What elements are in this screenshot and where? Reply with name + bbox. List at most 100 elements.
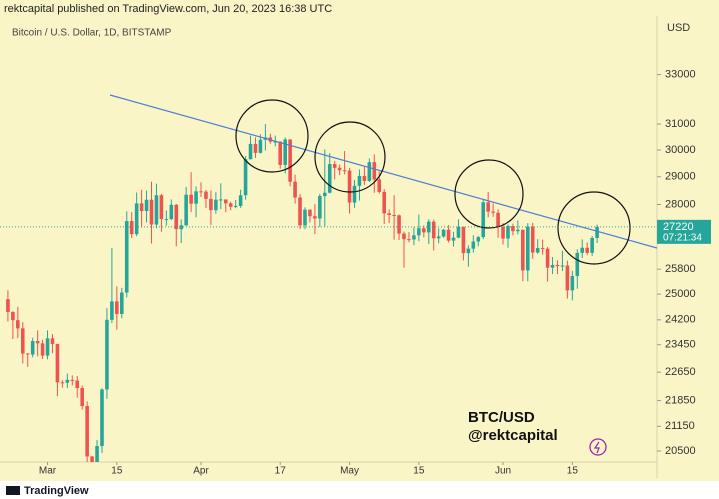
candle-body [313, 216, 317, 219]
candle-body [501, 226, 505, 239]
candle-body [50, 338, 55, 345]
candle-body [40, 343, 45, 356]
candle-body [223, 199, 228, 204]
chart-title: Bitcoin / U.S. Dollar, 1D, BITSTAMP [12, 28, 172, 39]
candle-body [30, 341, 35, 355]
candle-body [570, 275, 575, 291]
candle-body [476, 237, 481, 242]
candle-body [397, 215, 401, 234]
candle-body [451, 237, 456, 241]
candle-body [159, 195, 164, 220]
candle-body [357, 175, 362, 186]
candle-body [491, 211, 495, 213]
candle-body [75, 380, 80, 389]
candle-body [407, 239, 411, 241]
candle-body [412, 235, 416, 240]
candle-body [347, 170, 352, 203]
x-tick-label: 15 [111, 466, 123, 477]
candle-body [565, 265, 570, 291]
candle-body [174, 204, 179, 230]
candle-body [298, 197, 302, 226]
candle-body [154, 195, 159, 225]
annotations [109, 94, 657, 456]
candle-body [580, 247, 585, 253]
candle-body [303, 209, 307, 226]
candle-body [204, 191, 208, 199]
candle-body [436, 236, 441, 239]
background [0, 0, 719, 481]
trendline [109, 94, 657, 249]
candle-body [110, 301, 114, 320]
x-tick-label: May [340, 466, 359, 477]
candle-body [184, 194, 188, 226]
logo [6, 486, 20, 495]
candle-body [545, 248, 550, 268]
candle-body [506, 225, 510, 239]
candle-body [164, 219, 169, 221]
candle-body [149, 199, 154, 225]
y-tick-label: 28000 [665, 198, 696, 210]
candle-body [426, 221, 431, 233]
countdown: 07:21:34 [663, 232, 702, 243]
candle-body [496, 212, 500, 227]
candle-body [422, 228, 426, 233]
header: rektcapital published on TradingView.com… [4, 3, 332, 15]
candle-body [35, 341, 40, 344]
y-tick-label: 30000 [665, 144, 696, 156]
candle-body [446, 229, 451, 241]
candle-body [238, 195, 243, 206]
candle-body [372, 162, 377, 180]
event-icon [593, 441, 600, 454]
candle-body [461, 226, 466, 254]
candle-body [431, 221, 436, 239]
candle-body [481, 202, 486, 238]
candle-body [124, 221, 129, 293]
candle-body [95, 446, 99, 462]
candle-body [105, 319, 109, 390]
candle-body [243, 159, 248, 196]
y-tick-label: 31000 [665, 118, 696, 130]
footer: TradingView [24, 485, 89, 497]
candle-body [134, 203, 139, 235]
candle-body [90, 456, 94, 462]
x-tick-label: Jun [495, 466, 511, 477]
last-price-label: 27220 [663, 221, 694, 233]
x-tick-label: 15 [413, 466, 425, 477]
candle-body [228, 203, 233, 207]
y-tick-label: 24200 [665, 314, 696, 326]
candle-body [362, 175, 367, 181]
candle-body [486, 202, 490, 212]
candle-body [129, 221, 134, 235]
candle-body [273, 141, 278, 143]
watermark: @rektcapital [468, 427, 558, 444]
x-tick-label: Mar [39, 466, 57, 477]
candle-body [119, 292, 124, 314]
candle-body [337, 167, 342, 171]
candle-body [521, 229, 525, 271]
candle-body [248, 143, 253, 160]
candle-body [199, 191, 203, 193]
highlight-circle [314, 121, 386, 193]
x-tick-label: 15 [567, 466, 579, 477]
candle-body [194, 191, 198, 204]
candle-body [253, 143, 258, 153]
candle-body [45, 338, 50, 356]
highlight-circle [557, 191, 631, 265]
candle-body [283, 139, 287, 165]
candle-body [6, 299, 10, 313]
x-tick-label: Apr [193, 466, 209, 477]
candle-body [214, 199, 218, 211]
y-tick-label: 21150 [665, 420, 695, 432]
y-tick-label: 22650 [665, 366, 696, 378]
y-tick-label: 29000 [665, 171, 696, 183]
candle-body [209, 198, 213, 211]
candle-body [392, 215, 396, 217]
candle-body [233, 205, 238, 207]
y-tick-label: 25800 [665, 263, 696, 275]
candle-body [367, 162, 372, 181]
candle-body [327, 164, 332, 193]
highlight-circle [454, 159, 524, 229]
candle-body [466, 248, 471, 254]
candle-body [387, 213, 391, 216]
